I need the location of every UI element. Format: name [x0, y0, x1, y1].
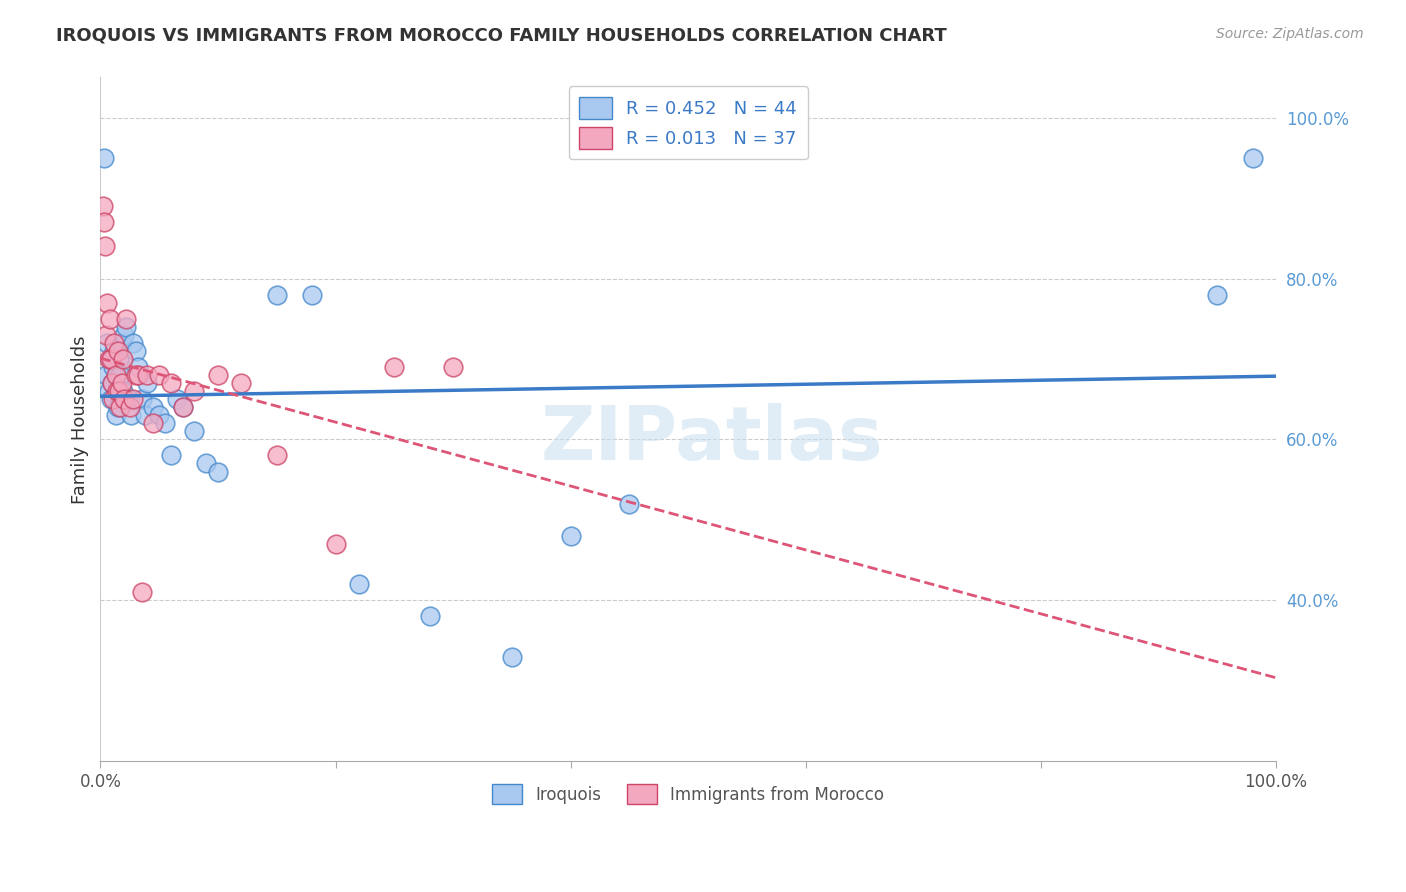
- Point: [160, 376, 183, 390]
- Point: [96, 295, 118, 310]
- Point: [103, 343, 125, 358]
- Point: [118, 400, 141, 414]
- Point: [131, 392, 153, 406]
- Point: [110, 335, 132, 350]
- Point: [183, 384, 205, 398]
- Point: [97, 351, 120, 366]
- Point: [97, 384, 120, 398]
- Point: [347, 577, 370, 591]
- Point: [110, 400, 132, 414]
- Point: [93, 151, 115, 165]
- Point: [124, 343, 146, 358]
- Point: [98, 311, 121, 326]
- Point: [136, 368, 159, 382]
- Point: [111, 384, 134, 398]
- Point: [120, 409, 142, 423]
- Text: Source: ZipAtlas.com: Source: ZipAtlas.com: [1216, 27, 1364, 41]
- Point: [172, 400, 194, 414]
- Point: [166, 392, 188, 406]
- Point: [110, 376, 132, 390]
- Point: [107, 400, 129, 414]
- Point: [108, 384, 131, 398]
- Point: [101, 376, 124, 390]
- Point: [122, 392, 145, 406]
- Point: [131, 585, 153, 599]
- Point: [100, 351, 122, 366]
- Point: [153, 417, 176, 431]
- Point: [127, 359, 149, 374]
- Point: [108, 351, 131, 366]
- Point: [103, 392, 125, 406]
- Point: [560, 529, 582, 543]
- Point: [419, 609, 441, 624]
- Point: [301, 287, 323, 301]
- Point: [110, 368, 132, 382]
- Point: [325, 537, 347, 551]
- Point: [619, 497, 641, 511]
- Point: [91, 199, 114, 213]
- Y-axis label: Family Households: Family Households: [72, 335, 89, 503]
- Point: [142, 400, 165, 414]
- Point: [104, 409, 127, 423]
- Point: [103, 359, 125, 374]
- Point: [94, 239, 117, 253]
- Point: [96, 335, 118, 350]
- Point: [107, 343, 129, 358]
- Point: [124, 368, 146, 382]
- Point: [96, 368, 118, 382]
- Point: [105, 368, 128, 382]
- Point: [231, 376, 253, 390]
- Point: [117, 392, 139, 406]
- Point: [127, 368, 149, 382]
- Point: [172, 400, 194, 414]
- Point: [195, 457, 218, 471]
- Point: [142, 417, 165, 431]
- Point: [441, 359, 464, 374]
- Point: [266, 449, 288, 463]
- Point: [111, 351, 134, 366]
- Point: [134, 409, 156, 423]
- Legend: Iroquois, Immigrants from Morocco: Iroquois, Immigrants from Morocco: [482, 774, 894, 814]
- Point: [115, 319, 138, 334]
- Text: IROQUOIS VS IMMIGRANTS FROM MOROCCO FAMILY HOUSEHOLDS CORRELATION CHART: IROQUOIS VS IMMIGRANTS FROM MOROCCO FAMI…: [56, 27, 948, 45]
- Point: [122, 335, 145, 350]
- Point: [105, 384, 128, 398]
- Point: [1241, 151, 1264, 165]
- Point: [183, 425, 205, 439]
- Point: [207, 368, 229, 382]
- Point: [148, 368, 170, 382]
- Point: [93, 215, 115, 229]
- Text: ZIPatlas: ZIPatlas: [540, 403, 883, 476]
- Point: [101, 376, 124, 390]
- Point: [103, 335, 125, 350]
- Point: [136, 376, 159, 390]
- Point: [104, 368, 127, 382]
- Point: [207, 465, 229, 479]
- Point: [100, 392, 122, 406]
- Point: [112, 327, 135, 342]
- Point: [98, 351, 121, 366]
- Point: [382, 359, 405, 374]
- Point: [96, 327, 118, 342]
- Point: [266, 287, 288, 301]
- Point: [148, 409, 170, 423]
- Point: [501, 649, 523, 664]
- Point: [112, 392, 135, 406]
- Point: [160, 449, 183, 463]
- Point: [115, 311, 138, 326]
- Point: [1206, 287, 1229, 301]
